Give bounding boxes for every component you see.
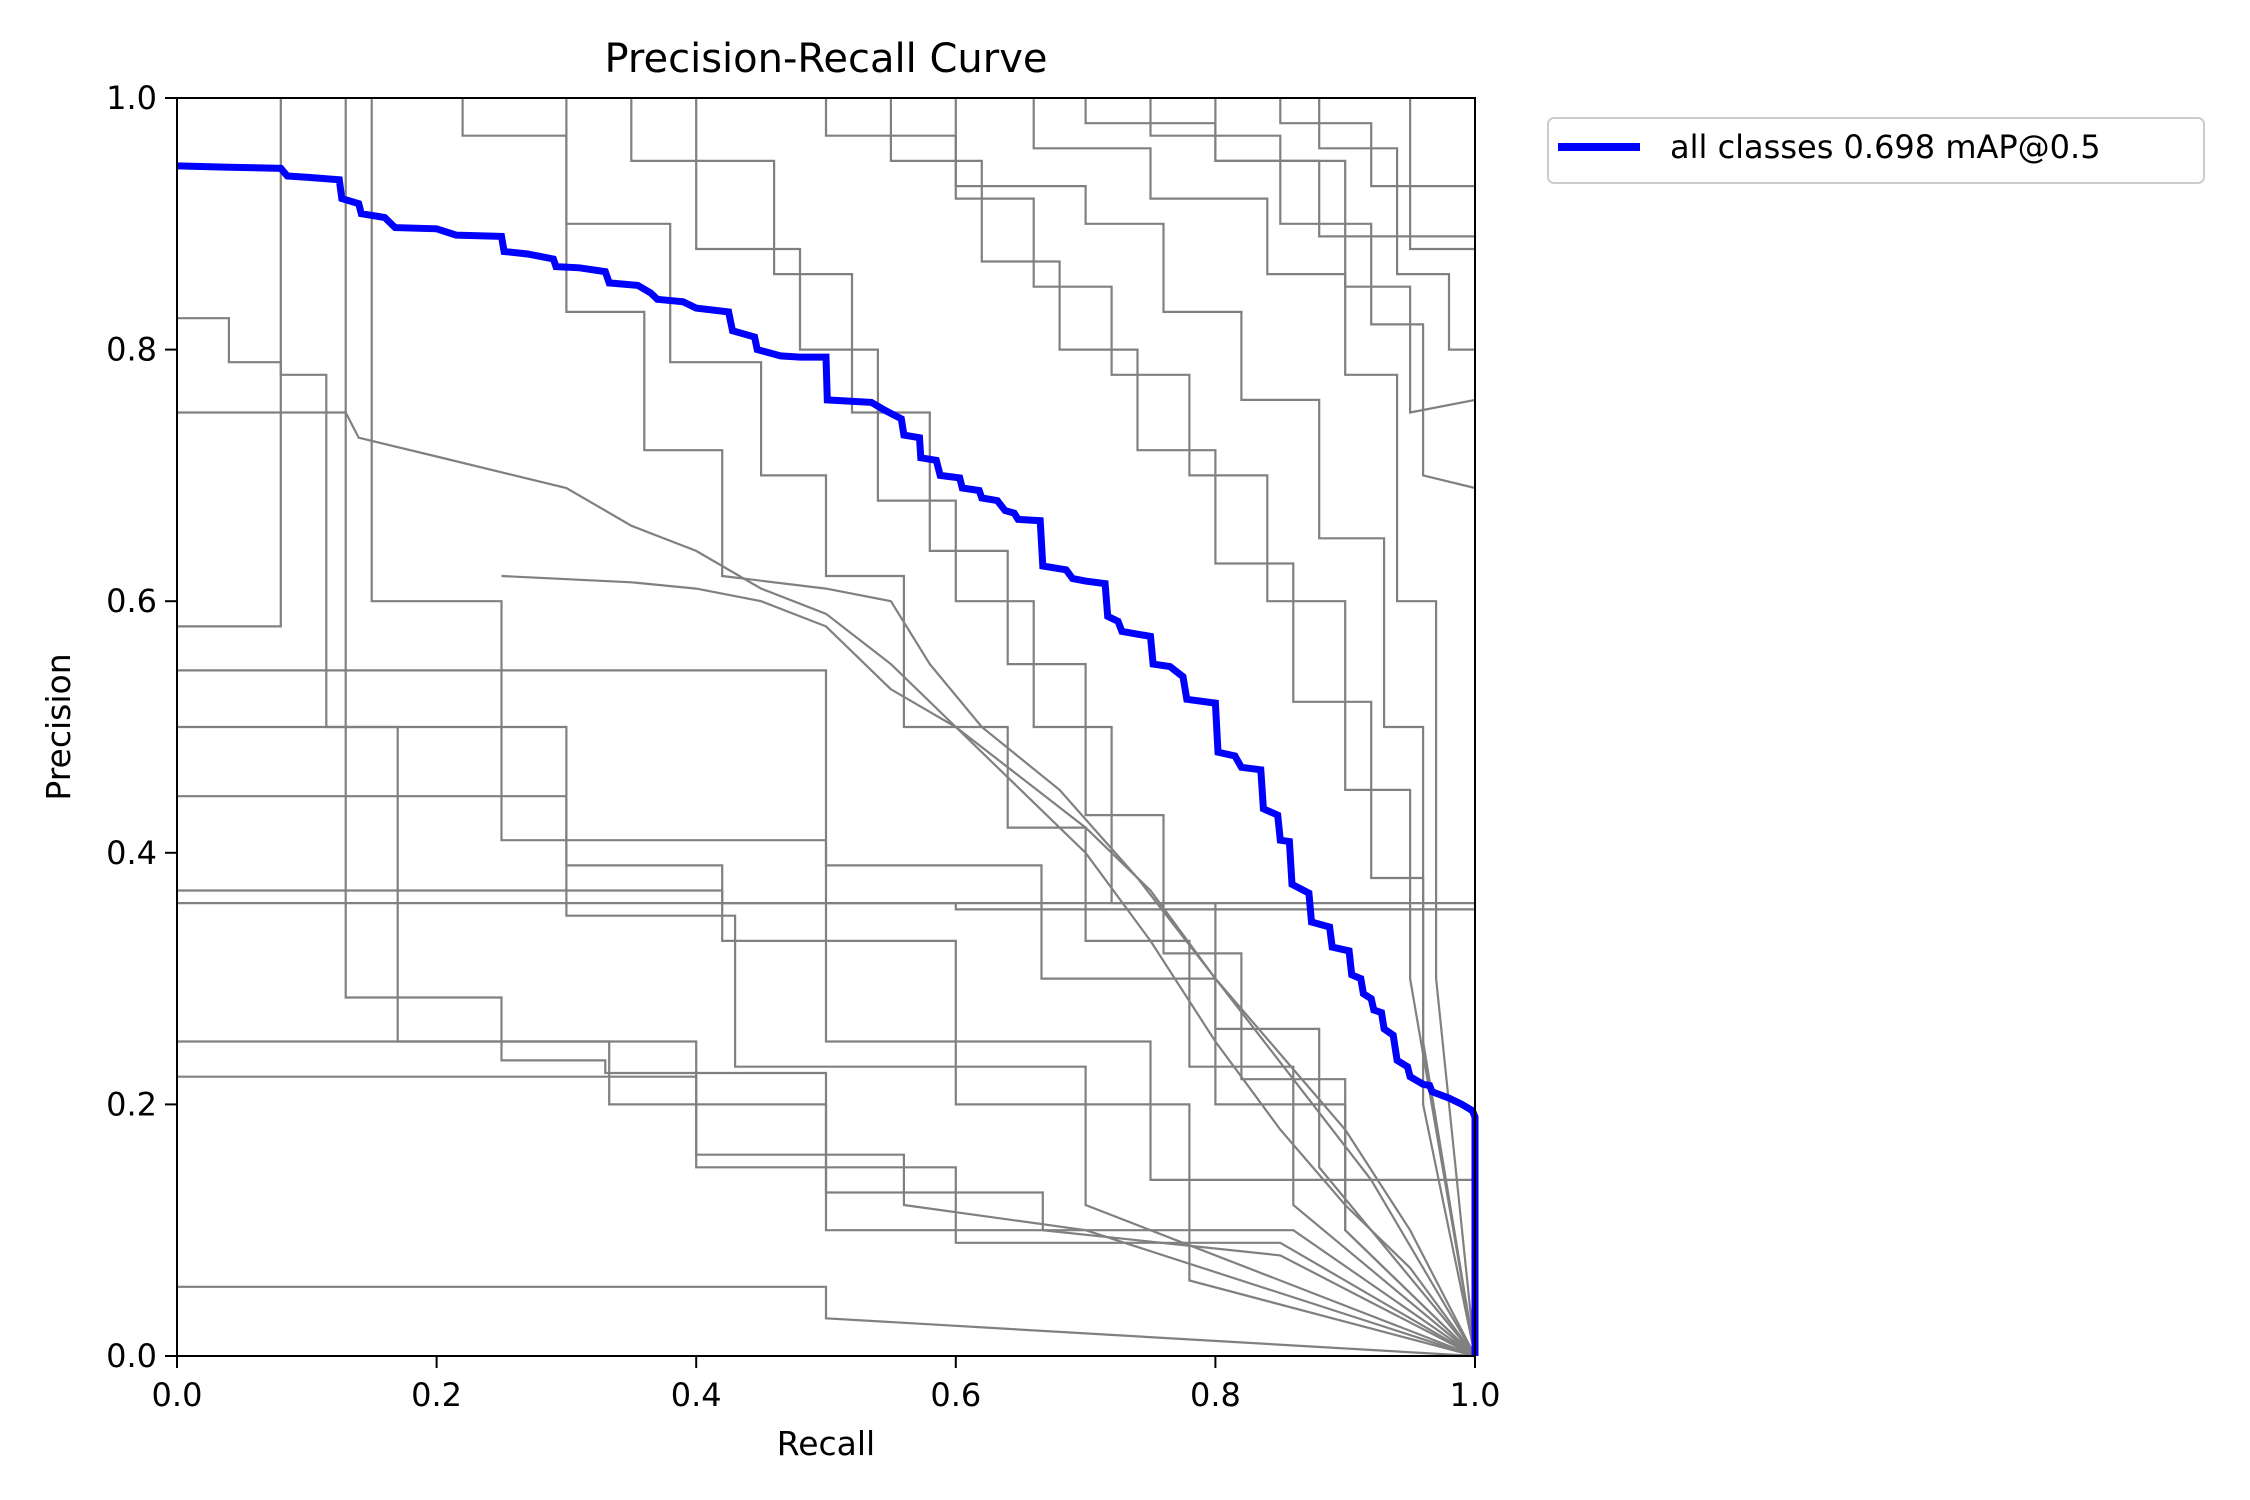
y-axis-label: Precision — [39, 653, 78, 800]
chart-title: Precision-Recall Curve — [605, 36, 1048, 82]
x-tick-label: 0.4 — [671, 1376, 722, 1414]
class-curve-15 — [695, 98, 1476, 1357]
x-axis-label: Recall — [777, 1424, 875, 1463]
class-curve-22 — [1214, 98, 1476, 414]
y-tick-label: 1.0 — [106, 79, 157, 117]
legend-box — [1547, 117, 2205, 184]
legend: all classes 0.698 mAP@0.5 — [1547, 117, 2205, 184]
class-curve-17 — [889, 98, 1477, 1357]
class-curve-2 — [177, 411, 1476, 1357]
x-tick-label: 0.2 — [411, 1376, 462, 1414]
legend-label-all-classes: all classes 0.698 mAP@0.5 — [1670, 128, 2101, 166]
class-curve-10 — [344, 98, 1476, 1358]
class-curve-28 — [501, 574, 1476, 1357]
x-tick-label: 0.8 — [1190, 1376, 1241, 1414]
all-classes-curve — [176, 162, 1479, 1356]
class-curve-3 — [177, 98, 282, 628]
class-curve-14 — [630, 98, 1476, 1357]
y-tick-label: 0.4 — [106, 834, 157, 872]
class-curve-26 — [177, 889, 1475, 905]
y-tick-label: 0.8 — [106, 331, 157, 369]
plot-frame — [176, 97, 1476, 1357]
class-curve-13 — [565, 98, 1476, 1357]
class-curve-21 — [1149, 98, 1476, 490]
class-curve-23 — [1279, 98, 1475, 188]
class-curve-24 — [1318, 98, 1475, 351]
y-tick-label: 0.0 — [106, 1337, 157, 1375]
class-curve-9 — [177, 1285, 1476, 1358]
all-classes-curve-group — [176, 162, 1479, 1356]
x-axis-ticks: 0.0 0.2 0.4 0.6 0.8 1.0 — [152, 1356, 1501, 1414]
plot-area — [176, 97, 1479, 1358]
y-axis-ticks: 0.0 0.2 0.4 0.6 0.8 1.0 — [106, 79, 177, 1375]
class-curve-18 — [954, 98, 1477, 1357]
y-tick-label: 0.2 — [106, 1085, 157, 1123]
x-tick-label: 0.0 — [152, 1376, 203, 1414]
class-curve-27 — [177, 902, 1475, 911]
per-class-curves — [177, 98, 1477, 1358]
x-tick-label: 1.0 — [1450, 1376, 1501, 1414]
class-curve-11 — [370, 98, 1476, 1358]
y-tick-label: 0.6 — [106, 582, 157, 620]
x-tick-label: 0.6 — [930, 1376, 981, 1414]
class-curve-25 — [1409, 98, 1475, 251]
class-curve-7 — [177, 1040, 1476, 1357]
